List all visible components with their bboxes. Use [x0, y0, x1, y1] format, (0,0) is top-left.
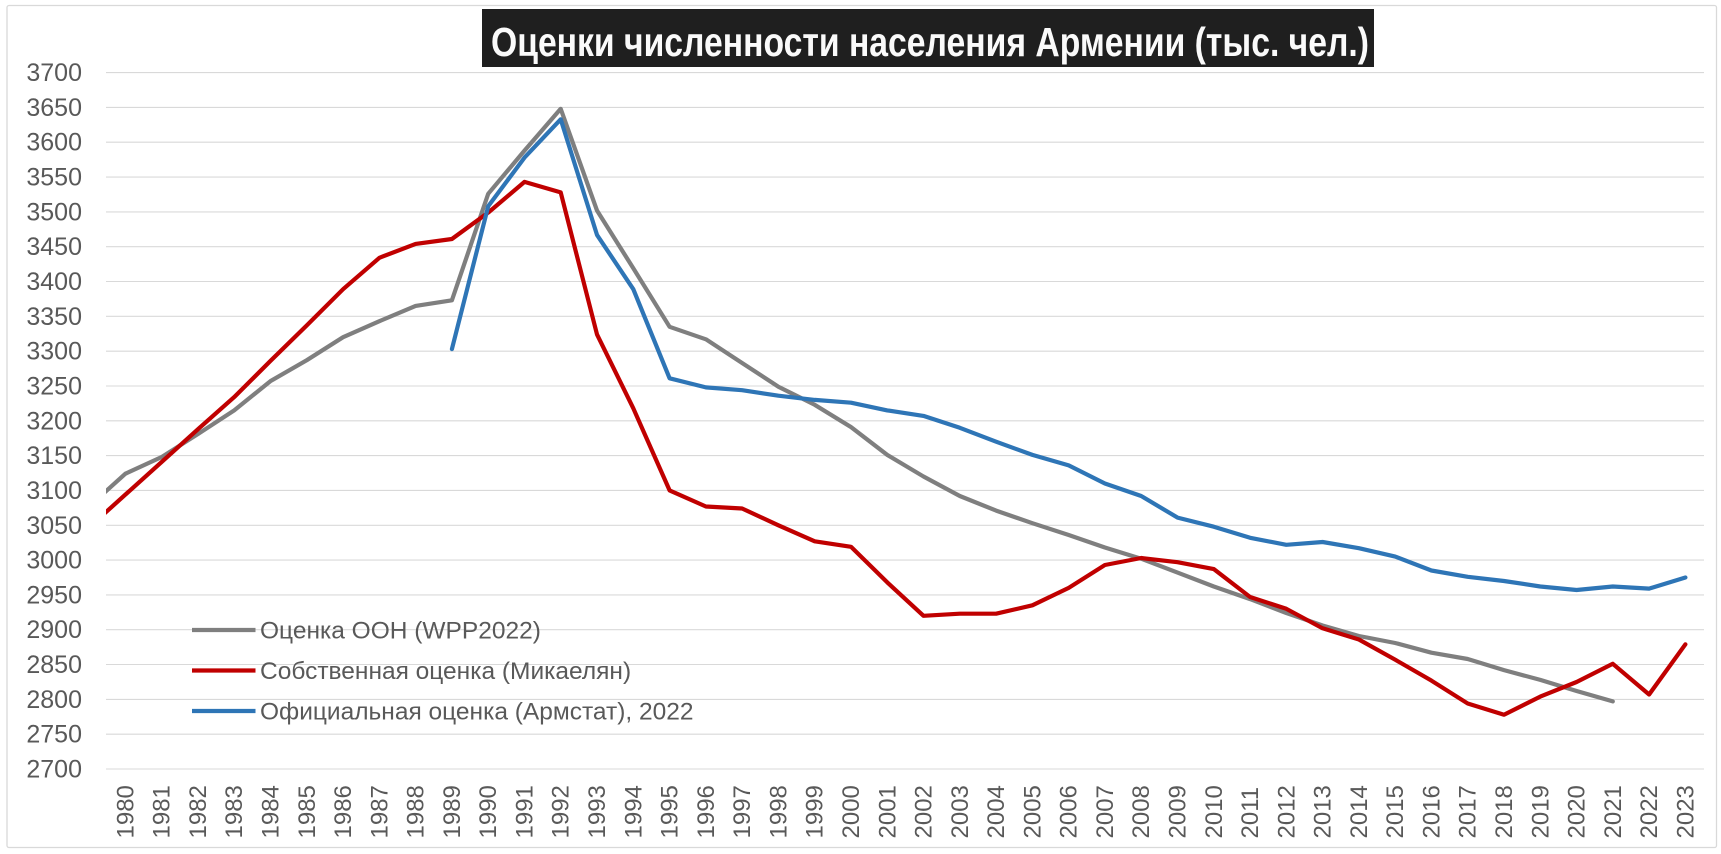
svg-text:3150: 3150 — [26, 442, 82, 470]
svg-text:1999: 1999 — [802, 785, 829, 838]
svg-text:Оценки численности населения А: Оценки численности населения Армении (ты… — [491, 19, 1369, 65]
svg-text:2012: 2012 — [1273, 785, 1300, 838]
svg-text:2022: 2022 — [1636, 785, 1663, 838]
svg-text:1998: 1998 — [765, 785, 792, 838]
svg-text:2011: 2011 — [1237, 787, 1264, 839]
svg-text:2016: 2016 — [1418, 785, 1445, 838]
svg-text:Официальная оценка (Армстат),: Официальная оценка (Армстат), 2022 — [260, 699, 694, 726]
svg-text:2002: 2002 — [911, 785, 938, 838]
svg-text:3100: 3100 — [26, 477, 82, 505]
svg-text:3450: 3450 — [26, 233, 82, 261]
svg-text:1983: 1983 — [221, 785, 248, 838]
svg-text:2800: 2800 — [26, 686, 82, 714]
svg-text:2017: 2017 — [1455, 785, 1482, 838]
svg-text:1994: 1994 — [620, 785, 647, 838]
svg-text:2023: 2023 — [1672, 785, 1699, 838]
svg-text:3050: 3050 — [26, 512, 82, 540]
svg-text:2021: 2021 — [1600, 785, 1627, 838]
svg-text:2950: 2950 — [26, 581, 82, 609]
svg-text:3300: 3300 — [26, 338, 82, 366]
svg-text:1981: 1981 — [149, 785, 176, 838]
svg-text:2850: 2850 — [26, 651, 82, 679]
svg-text:1990: 1990 — [475, 785, 502, 838]
svg-text:3700: 3700 — [26, 59, 82, 87]
svg-text:2010: 2010 — [1201, 785, 1228, 838]
svg-text:3650: 3650 — [26, 94, 82, 122]
svg-text:2009: 2009 — [1165, 785, 1192, 838]
svg-text:2015: 2015 — [1382, 785, 1409, 838]
svg-text:2001: 2001 — [874, 785, 901, 838]
svg-text:3400: 3400 — [26, 268, 82, 296]
svg-text:2700: 2700 — [26, 756, 82, 784]
svg-text:1984: 1984 — [258, 785, 285, 838]
svg-text:3350: 3350 — [26, 303, 82, 331]
svg-text:1988: 1988 — [403, 785, 430, 838]
svg-text:1992: 1992 — [548, 785, 575, 838]
svg-text:2013: 2013 — [1310, 785, 1337, 838]
svg-text:1991: 1991 — [512, 785, 539, 838]
svg-text:2019: 2019 — [1527, 785, 1554, 838]
svg-text:1995: 1995 — [657, 785, 684, 838]
svg-text:1996: 1996 — [693, 785, 720, 838]
svg-text:2018: 2018 — [1491, 785, 1518, 838]
svg-text:1985: 1985 — [294, 785, 321, 838]
svg-text:1989: 1989 — [439, 785, 466, 838]
svg-text:1993: 1993 — [584, 785, 611, 838]
svg-text:2000: 2000 — [838, 785, 865, 838]
svg-text:2005: 2005 — [1019, 785, 1046, 838]
svg-text:2008: 2008 — [1128, 785, 1155, 838]
svg-text:2004: 2004 — [983, 785, 1010, 838]
svg-text:2006: 2006 — [1056, 785, 1083, 838]
svg-text:2020: 2020 — [1564, 785, 1591, 838]
svg-text:1982: 1982 — [185, 785, 212, 838]
svg-text:Оценка ООН (WPP2022): Оценка ООН (WPP2022) — [260, 618, 541, 645]
svg-text:3500: 3500 — [26, 198, 82, 226]
svg-text:2750: 2750 — [26, 721, 82, 749]
svg-text:2900: 2900 — [26, 616, 82, 644]
svg-text:1997: 1997 — [729, 785, 756, 838]
svg-text:1986: 1986 — [330, 785, 357, 838]
svg-text:2007: 2007 — [1092, 785, 1119, 838]
svg-text:1980: 1980 — [112, 785, 139, 838]
svg-text:3550: 3550 — [26, 164, 82, 192]
svg-text:3000: 3000 — [26, 547, 82, 575]
svg-text:2003: 2003 — [947, 785, 974, 838]
svg-text:3600: 3600 — [26, 129, 82, 157]
svg-text:1987: 1987 — [366, 785, 393, 838]
svg-text:2014: 2014 — [1346, 785, 1373, 838]
svg-text:3200: 3200 — [26, 407, 82, 435]
svg-text:3250: 3250 — [26, 373, 82, 401]
svg-text:Собственная оценка (Микаелян): Собственная оценка (Микаелян) — [260, 658, 631, 685]
